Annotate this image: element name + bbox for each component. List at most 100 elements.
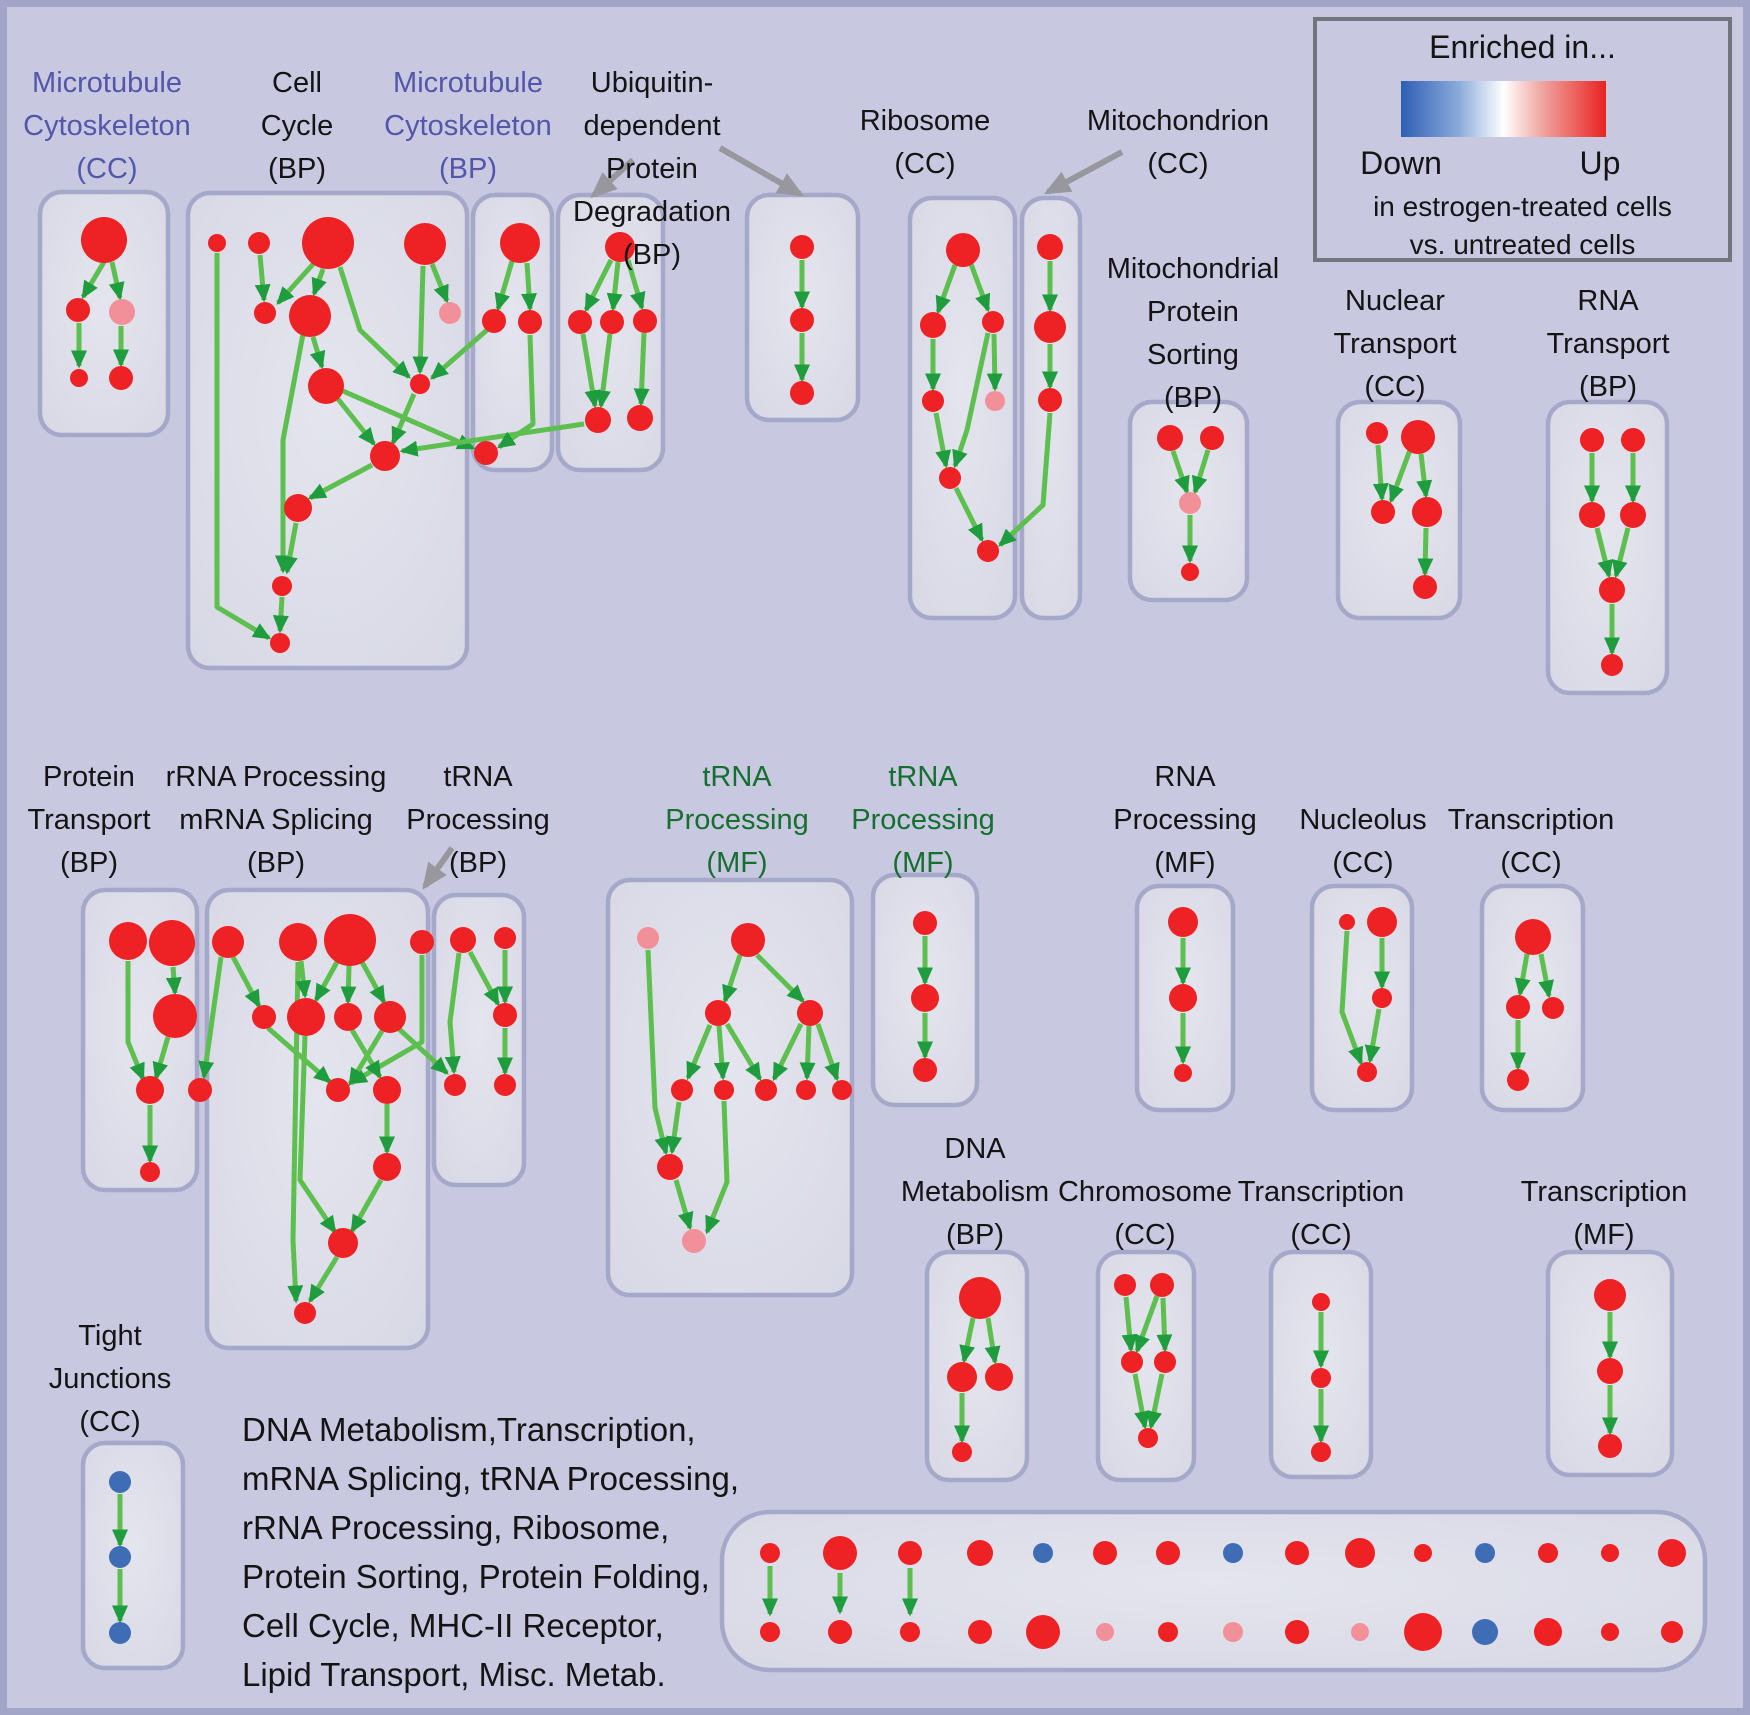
gene-set-node xyxy=(1179,492,1201,514)
matrix-node-bottom xyxy=(1472,1619,1498,1645)
gene-set-node xyxy=(153,994,197,1038)
gene-set-node xyxy=(977,540,999,562)
label-nuclear-transport: Nuclear Transport (CC) xyxy=(1333,280,1456,409)
edge-arrow xyxy=(272,596,289,634)
gene-set-node xyxy=(439,302,461,324)
gene-set-node xyxy=(1413,575,1437,599)
gene-set-node xyxy=(832,1080,852,1100)
gene-set-node xyxy=(985,391,1005,411)
label-line: tRNA xyxy=(443,761,513,793)
cluster-box-rna-transport-box xyxy=(1545,399,1670,696)
label-line: Cytoskeleton xyxy=(23,110,191,142)
gene-set-node xyxy=(920,312,946,338)
gene-set-node xyxy=(1038,388,1062,412)
label-line: Processing xyxy=(1113,804,1257,836)
edge-arrow xyxy=(645,949,671,1156)
gene-set-node xyxy=(1412,497,1442,527)
gene-set-node xyxy=(270,633,290,653)
matrix-node-top xyxy=(898,1541,922,1565)
label-line: (MF) xyxy=(1573,1219,1635,1251)
edge-arrow xyxy=(198,956,224,1080)
edge-arrow xyxy=(347,1029,385,1087)
label-line: (CC) xyxy=(1332,847,1394,879)
edge-arrow xyxy=(214,253,272,641)
edge-arrow xyxy=(1416,453,1433,499)
gene-set-node xyxy=(1621,428,1645,452)
edge-arrow xyxy=(771,1022,804,1082)
label-line: Mitochondrial xyxy=(1106,253,1280,285)
gene-set-node xyxy=(254,302,276,324)
matrix-node-top xyxy=(1475,1543,1495,1563)
edge-arrow xyxy=(467,950,501,1007)
gene-set-node xyxy=(1168,907,1198,937)
mixed-terms-line: mRNA Splicing, tRNA Processing, xyxy=(242,1460,740,1497)
matrix-node-bottom xyxy=(1096,1623,1114,1641)
label-pointer-arrow xyxy=(590,157,636,199)
gene-set-node xyxy=(252,1005,276,1029)
gene-set-node xyxy=(373,1153,401,1181)
gene-set-node xyxy=(1169,984,1197,1012)
gene-set-node xyxy=(633,309,657,333)
gene-set-node xyxy=(493,1003,517,1027)
edge-arrow xyxy=(521,262,537,312)
gene-set-node xyxy=(1311,1442,1331,1462)
gene-set-node xyxy=(1121,1351,1143,1373)
gene-set-node xyxy=(1138,1428,1158,1448)
edge-arrow xyxy=(998,412,1053,547)
label-ubiquitin-degradation: Ubiquitin-dependent Protein Degradation (BP… xyxy=(573,62,731,277)
gene-set-node xyxy=(1034,311,1066,343)
label-pointer-arrow xyxy=(422,846,455,890)
edge-arrow xyxy=(359,960,387,1005)
edge-arrow xyxy=(152,1036,171,1081)
edge-arrow xyxy=(724,1022,763,1082)
gene-set-node xyxy=(279,923,317,961)
gene-set-node xyxy=(1150,1273,1174,1297)
matrix-node-top xyxy=(1601,1544,1619,1562)
gene-set-node xyxy=(494,927,516,949)
cluster-box-chromosome-box xyxy=(1095,1249,1197,1483)
matrix-node-top xyxy=(967,1540,993,1566)
gene-set-node xyxy=(284,494,312,522)
matrix-node-top xyxy=(1156,1541,1180,1565)
matrix-node-bottom xyxy=(1285,1620,1309,1644)
matrix-node-bottom xyxy=(1661,1621,1683,1643)
matrix-node-bottom xyxy=(1601,1623,1619,1641)
gene-set-node xyxy=(1339,914,1355,930)
gene-set-node xyxy=(1579,502,1605,528)
label-line: Ubiquitin- xyxy=(590,67,714,99)
cluster-box-mixed-terms-box xyxy=(719,1509,1708,1673)
edge-arrow xyxy=(935,264,958,315)
gene-set-node xyxy=(1599,577,1625,603)
matrix-node-top xyxy=(1223,1543,1243,1563)
cluster-box-nucleolus-box xyxy=(1309,883,1415,1113)
gene-set-node xyxy=(657,1154,683,1180)
gene-set-node xyxy=(482,309,506,333)
gene-set-node xyxy=(913,911,937,935)
gene-set-node xyxy=(790,381,814,405)
matrix-node-bottom xyxy=(1223,1622,1243,1642)
gene-set-node xyxy=(1580,428,1604,452)
matrix-node-top xyxy=(760,1543,780,1563)
label-line: (CC) xyxy=(894,148,956,180)
gene-set-node xyxy=(952,1442,972,1462)
gene-set-node xyxy=(289,295,331,337)
edge-arrow xyxy=(337,266,411,379)
label-mitochondrion-cc: Mitochondrion (CC) xyxy=(1087,100,1269,186)
edge-arrow xyxy=(412,265,429,375)
gene-set-node xyxy=(1114,1274,1136,1296)
matrix-node-bottom xyxy=(760,1622,780,1642)
gene-set-node xyxy=(208,234,226,252)
edge-arrow xyxy=(1134,1295,1160,1354)
label-rna-processing-mf: RNA Processing (MF) xyxy=(1113,756,1256,885)
label-line: (BP) xyxy=(623,239,681,271)
edge-arrow xyxy=(1514,953,1531,997)
gene-set-node xyxy=(946,233,980,267)
legend-down-label: Down xyxy=(1360,145,1442,181)
gene-set-node xyxy=(947,1362,977,1392)
edge-arrow xyxy=(594,333,613,409)
label-line: Microtubule xyxy=(32,67,182,99)
edge-arrow xyxy=(399,421,585,457)
gene-set-node xyxy=(1601,654,1623,676)
gene-set-node xyxy=(1507,1069,1529,1091)
cluster-box-tight-junctions-box xyxy=(80,1440,186,1671)
